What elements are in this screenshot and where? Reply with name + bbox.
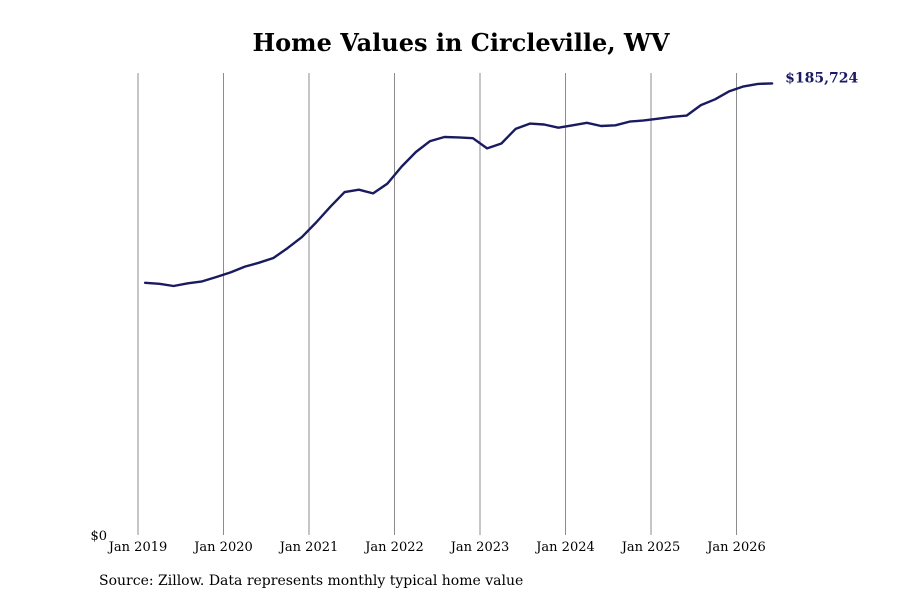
x-tick-label: Jan 2022 <box>363 540 424 555</box>
x-tick-label: Jan 2025 <box>620 540 681 555</box>
x-tick-label: Jan 2020 <box>192 540 253 555</box>
end-value-label: $185,724 <box>785 70 858 86</box>
chart-title: Home Values in Circleville, WV <box>252 28 670 57</box>
x-tick-label: Jan 2026 <box>705 540 766 555</box>
x-tick-label: Jan 2023 <box>449 540 510 555</box>
x-tick-label: Jan 2021 <box>278 540 339 555</box>
source-note: Source: Zillow. Data represents monthly … <box>99 573 524 589</box>
series-line <box>143 82 774 288</box>
x-tick-label: Jan 2024 <box>534 540 595 555</box>
x-tick-label: Jan 2019 <box>107 540 168 555</box>
y-tick-label: $0 <box>90 529 107 544</box>
